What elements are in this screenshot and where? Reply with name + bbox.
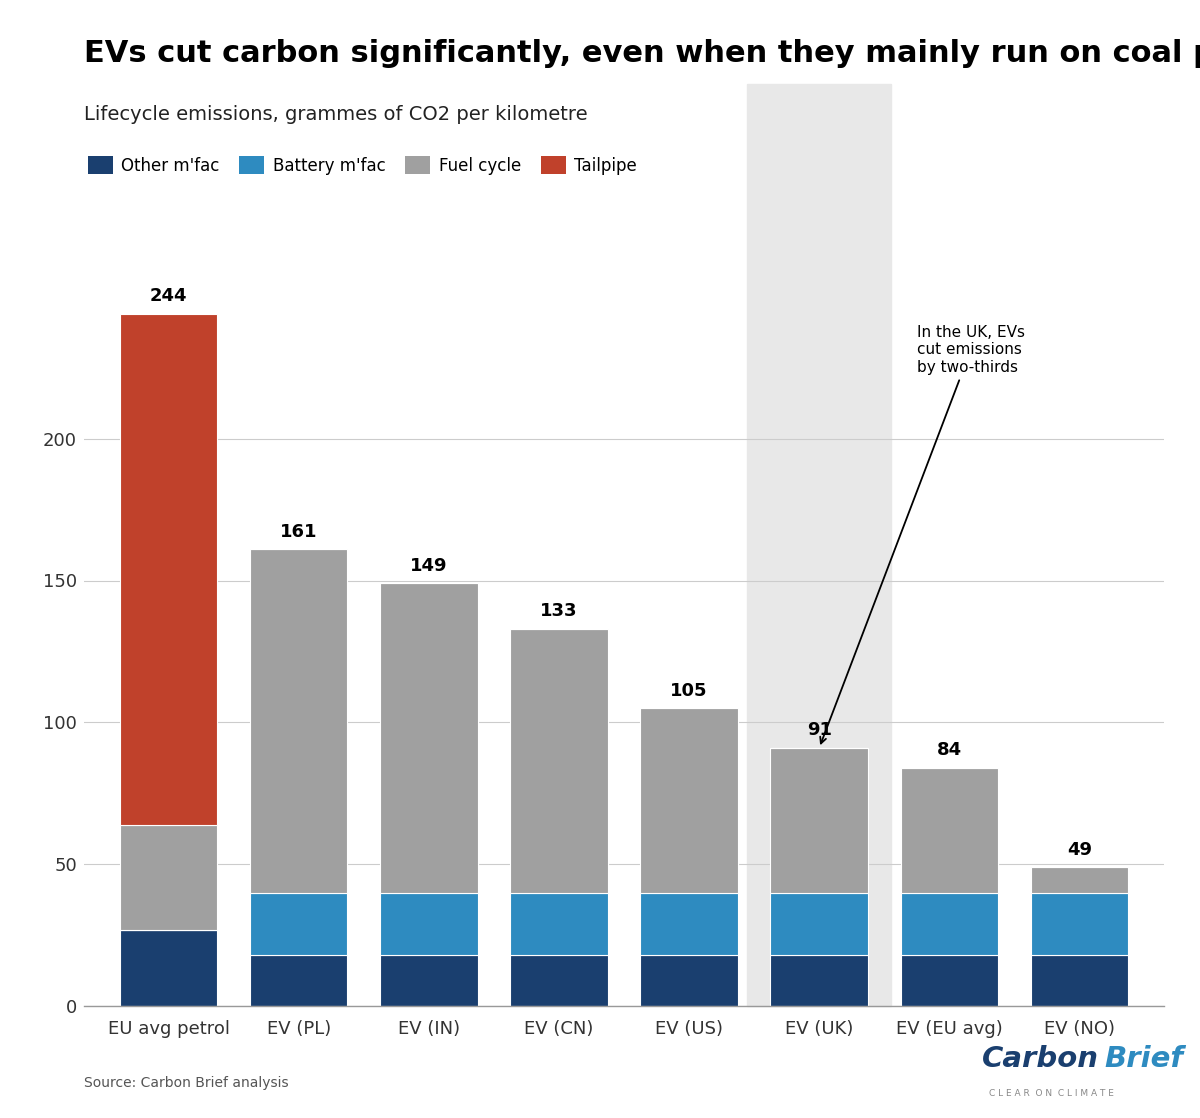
Bar [770,892,868,955]
Bar [250,549,348,892]
Bar [770,748,868,892]
Text: In the UK, EVs
cut emissions
by two-thirds: In the UK, EVs cut emissions by two-thir… [821,325,1025,743]
Bar [510,892,607,955]
Bar [641,708,738,892]
Bar [900,768,998,892]
Text: Carbon: Carbon [982,1045,1099,1073]
Bar [380,955,478,1006]
Bar [1031,892,1128,955]
Bar [641,892,738,955]
Bar [770,955,868,1006]
Bar [120,825,217,929]
Text: Brief: Brief [1104,1045,1183,1073]
Bar [746,84,892,1006]
Bar [900,892,998,955]
Text: Lifecycle emissions, grammes of CO2 per kilometre: Lifecycle emissions, grammes of CO2 per … [84,105,588,124]
Bar [1031,868,1128,892]
Bar [641,955,738,1006]
Bar [1031,955,1128,1006]
Text: EVs cut carbon significantly, even when they mainly run on coal power: EVs cut carbon significantly, even when … [84,39,1200,68]
Text: 149: 149 [410,557,448,575]
Bar [510,955,607,1006]
Text: 161: 161 [280,523,318,541]
Text: 244: 244 [150,287,187,305]
Bar [900,955,998,1006]
Text: 91: 91 [806,721,832,739]
Text: Source: Carbon Brief analysis: Source: Carbon Brief analysis [84,1076,289,1090]
Legend: Other m'fac, Battery m'fac, Fuel cycle, Tailpipe: Other m'fac, Battery m'fac, Fuel cycle, … [88,155,637,174]
Text: 49: 49 [1067,841,1092,859]
Bar [120,314,217,825]
Text: C L E A R  O N  C L I M A T E: C L E A R O N C L I M A T E [989,1089,1114,1098]
Bar [380,584,478,892]
Bar [120,929,217,1006]
Text: 105: 105 [671,682,708,700]
Bar [250,892,348,955]
Bar [380,892,478,955]
Text: 84: 84 [937,741,962,759]
Text: 133: 133 [540,603,577,620]
Bar [250,955,348,1006]
Bar [510,628,607,892]
